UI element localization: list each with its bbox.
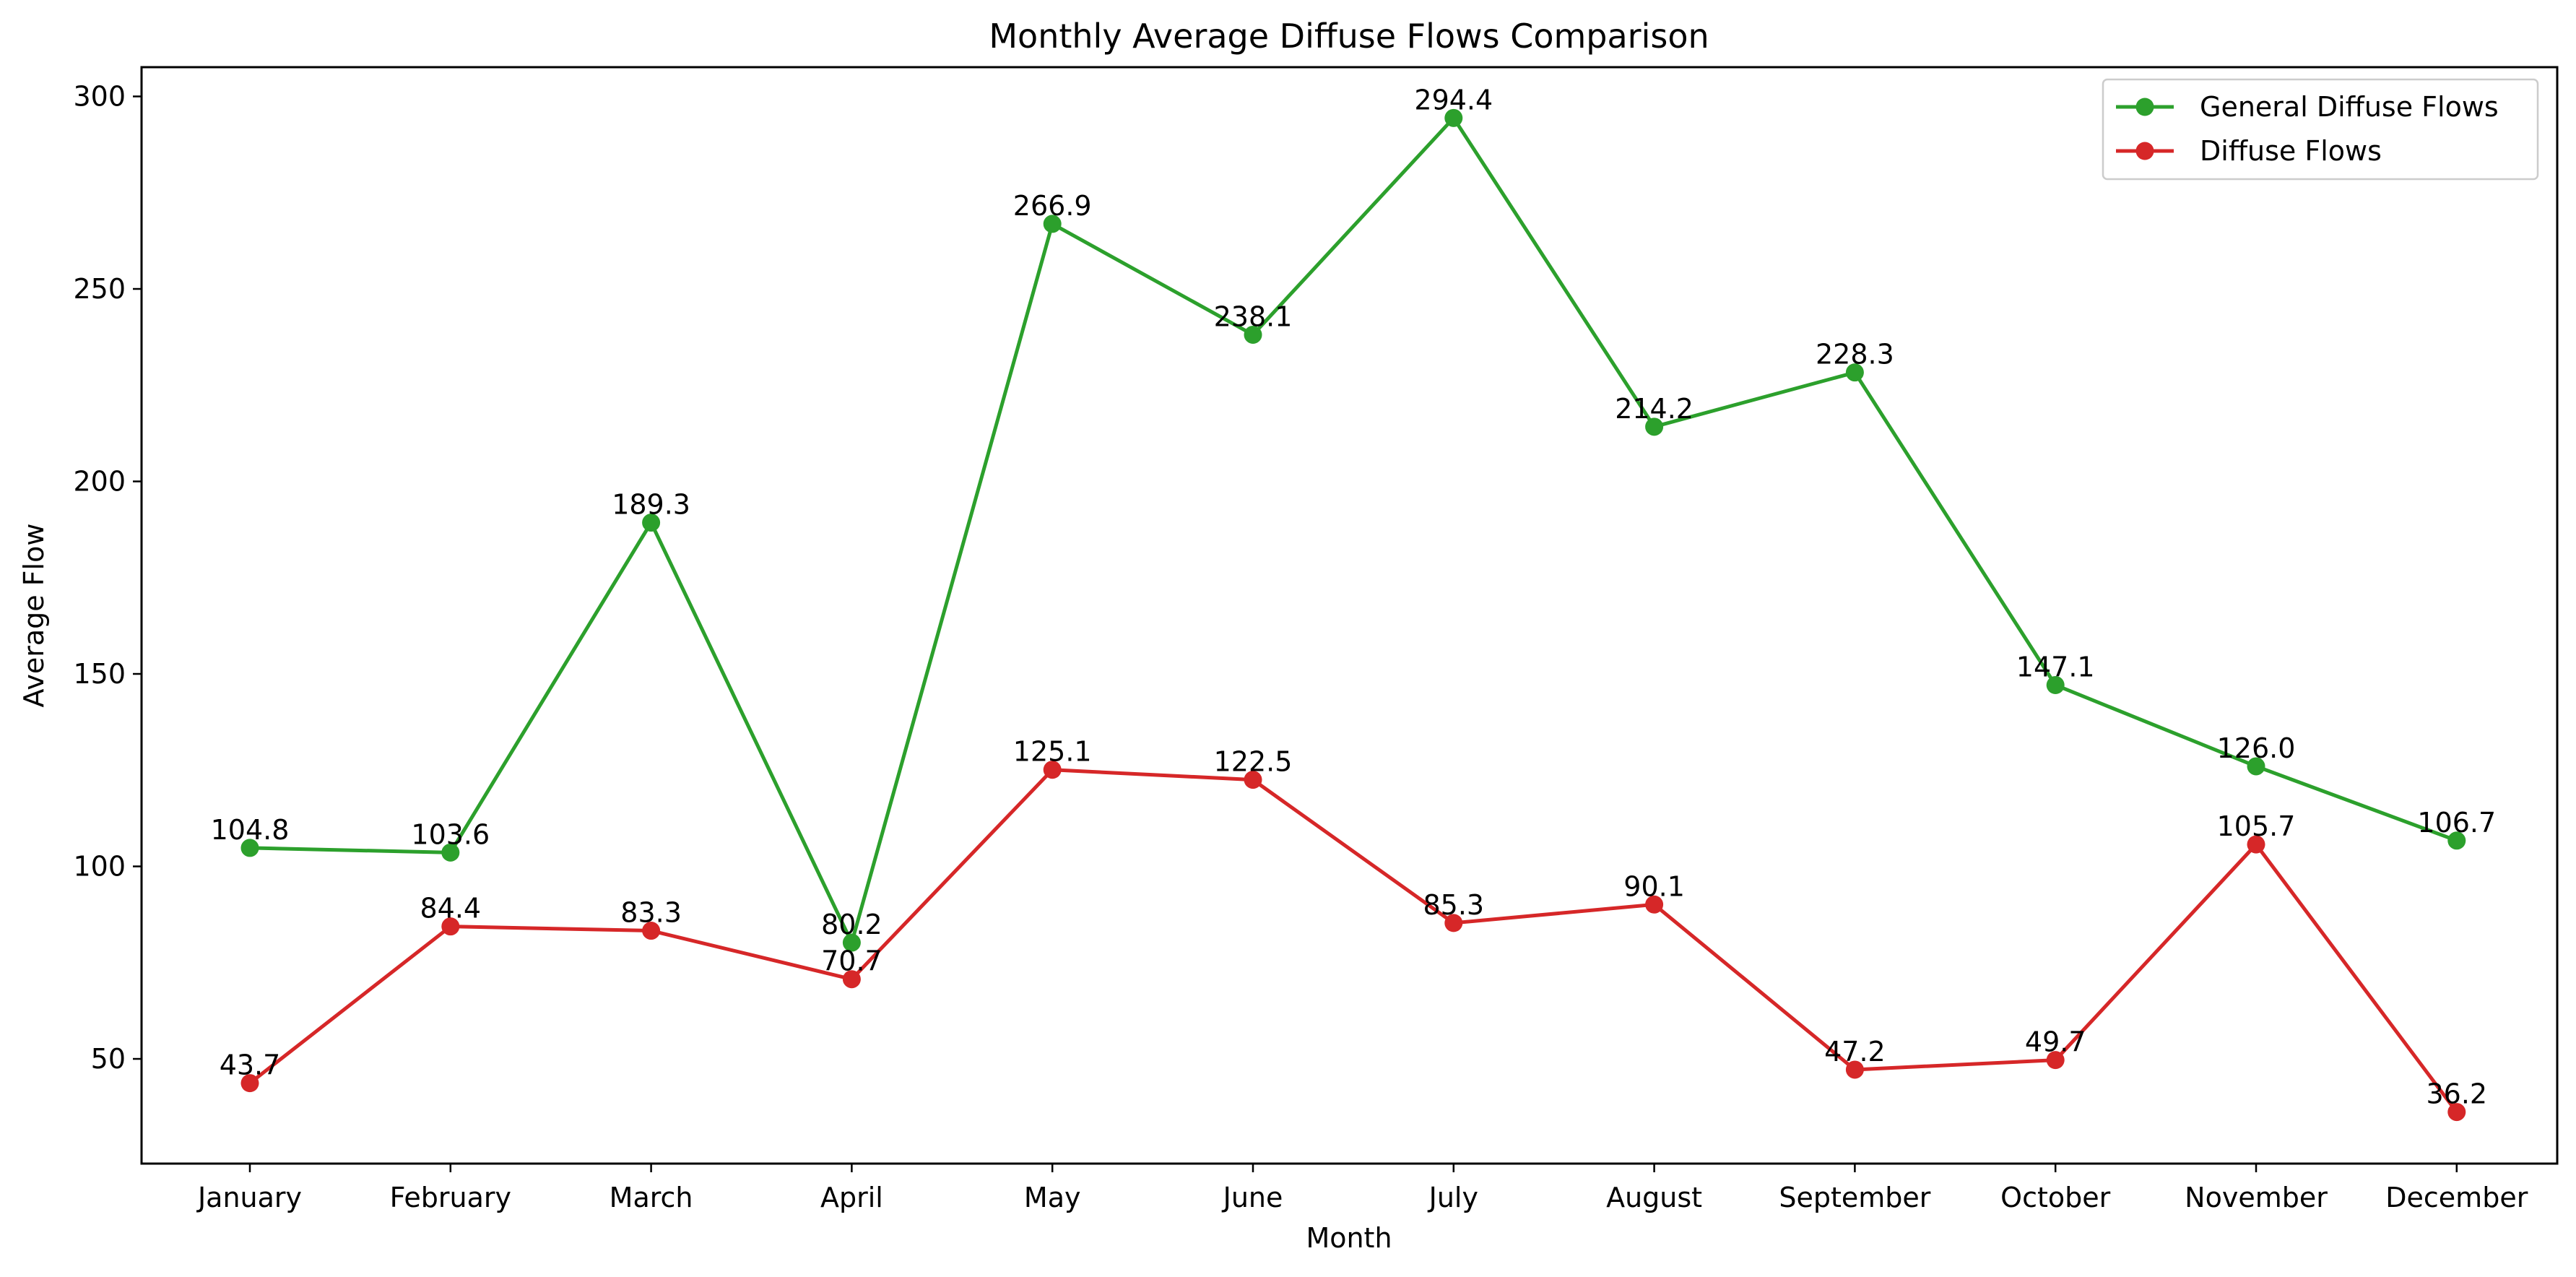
x-tick-label: September	[1779, 1182, 1930, 1213]
data-point	[1645, 417, 1664, 436]
data-point	[240, 1074, 259, 1093]
legend-item: Diffuse Flows	[2116, 135, 2382, 167]
data-point	[1043, 215, 1062, 233]
data-label: 49.7	[2025, 1026, 2086, 1058]
data-labels: 104.8 103.6 189.3 80.2 266.9 238.1 294.4 214.2 2…	[211, 84, 2497, 1109]
data-label: 126.0	[2217, 732, 2296, 764]
y-tick-label: 100	[73, 851, 126, 883]
data-point	[240, 839, 259, 857]
series-2	[240, 761, 2466, 1122]
x-tick-label: May	[1024, 1182, 1081, 1213]
data-label: 266.9	[1013, 190, 1092, 222]
data-point	[2247, 835, 2265, 854]
data-label: 214.2	[1615, 393, 1694, 425]
data-point	[2447, 1103, 2466, 1122]
x-tick-label: November	[2185, 1182, 2328, 1213]
data-label: 105.7	[2217, 810, 2296, 842]
data-label: 83.3	[620, 897, 682, 929]
data-point	[1845, 1060, 1864, 1079]
data-label: 189.3	[612, 489, 690, 521]
x-tick-label: February	[390, 1182, 511, 1213]
data-point	[642, 922, 661, 940]
data-label: 85.3	[1423, 889, 1484, 921]
legend-marker	[2135, 142, 2154, 160]
data-point	[1043, 761, 1062, 779]
x-tick-label: July	[1428, 1182, 1478, 1213]
data-label: 47.2	[1824, 1036, 1886, 1068]
data-label: 80.2	[821, 909, 882, 940]
data-point	[2046, 1051, 2065, 1070]
legend-box	[2102, 78, 2539, 181]
series-layer	[240, 108, 2466, 1122]
data-label: 90.1	[1623, 870, 1685, 902]
series-1	[240, 108, 2466, 952]
y-tick-label: 300	[73, 81, 126, 113]
data-point	[441, 917, 460, 936]
data-point	[1244, 325, 1262, 344]
x-tick-label: April	[820, 1182, 883, 1213]
data-point	[1645, 895, 1664, 914]
x-axis-label: Month	[1306, 1222, 1392, 1254]
y-tick-label: 50	[91, 1043, 126, 1075]
legend-marker	[2135, 98, 2154, 116]
legend: General Diffuse Flows Diffuse Flows	[2102, 78, 2539, 181]
x-tick-label: December	[2385, 1182, 2528, 1213]
data-label: 103.6	[411, 818, 490, 850]
data-label: 104.8	[211, 814, 290, 846]
legend-label: Diffuse Flows	[2200, 135, 2382, 167]
y-axis-label: Average Flow	[18, 524, 50, 708]
data-point	[642, 514, 661, 532]
data-point	[1444, 108, 1463, 127]
data-point	[2247, 757, 2265, 776]
y-axis: 50 100 150 200 250 300	[73, 81, 142, 1075]
data-label: 228.3	[1816, 339, 1894, 371]
data-point	[441, 843, 460, 862]
y-tick-label: 200	[73, 466, 126, 498]
chart-title: Monthly Average Diffuse Flows Comparison	[989, 17, 1709, 56]
data-label: 125.1	[1013, 736, 1092, 768]
x-tick-label: October	[2000, 1182, 2110, 1213]
data-point	[1444, 914, 1463, 932]
data-point	[2046, 675, 2065, 694]
series-line	[248, 768, 2458, 1114]
x-tick-label: August	[1606, 1182, 1702, 1213]
data-point	[1244, 771, 1262, 789]
data-label: 70.7	[821, 945, 882, 977]
data-label: 122.5	[1214, 746, 1293, 778]
y-tick-label: 250	[73, 273, 126, 305]
y-tick-label: 150	[73, 658, 126, 690]
data-label: 294.4	[1414, 84, 1493, 116]
legend-label: General Diffuse Flows	[2200, 91, 2499, 123]
data-label: 43.7	[220, 1049, 281, 1081]
x-axis: January February March April May June July Augu…	[196, 1164, 2528, 1213]
x-tick-label: March	[610, 1182, 693, 1213]
data-label: 238.1	[1214, 300, 1293, 332]
data-point	[842, 933, 861, 952]
data-label: 147.1	[2016, 651, 2095, 683]
data-label: 36.2	[2426, 1078, 2487, 1110]
legend-item: General Diffuse Flows	[2116, 91, 2499, 123]
data-point	[2447, 831, 2466, 850]
x-tick-label: January	[196, 1182, 302, 1213]
data-point	[842, 970, 861, 989]
series-line	[249, 116, 2458, 945]
data-point	[1845, 363, 1864, 382]
data-label: 106.7	[2417, 807, 2496, 839]
data-label: 84.4	[420, 893, 481, 925]
x-tick-label: June	[1222, 1182, 1283, 1213]
plot-area	[140, 66, 2559, 1165]
